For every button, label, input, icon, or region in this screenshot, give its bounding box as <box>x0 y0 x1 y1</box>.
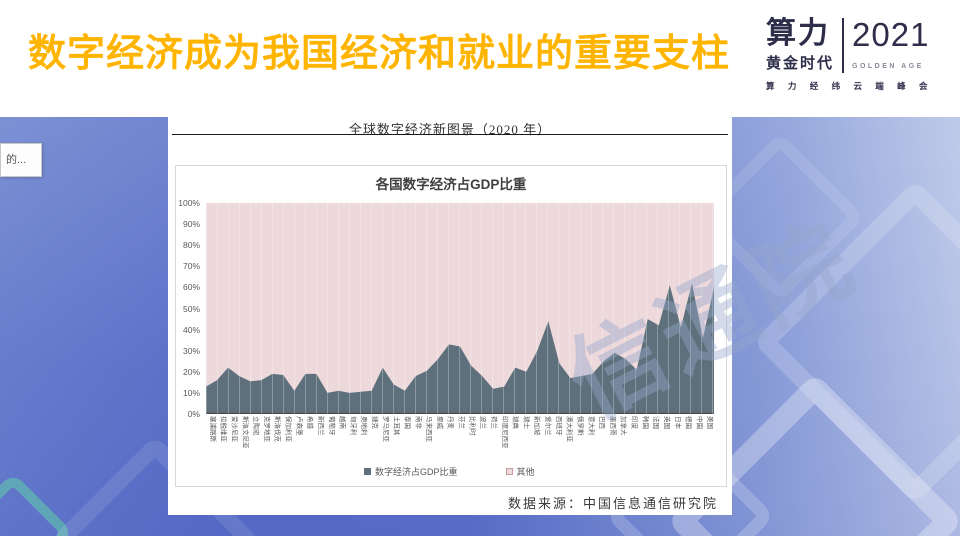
stray-tooltip-fragment: 的... <box>0 143 42 177</box>
x-tick-label: 立陶宛 <box>252 416 260 436</box>
x-tick-label: 墨西哥 <box>608 416 616 436</box>
x-axis: 塞浦路斯 拉脱维亚 爱沙尼亚 斯洛文尼亚 立陶宛 克罗地亚 斯洛伐克 保加利亚 卢森堡 希腊 新西兰… <box>206 416 714 472</box>
x-tick-label: 拉脱维亚 <box>219 416 227 442</box>
legend-item-other: 其他 <box>505 465 535 478</box>
y-tick-label: 0% <box>187 409 200 419</box>
x-tick-label: 保加利亚 <box>284 416 292 442</box>
x-tick-label: 卢森堡 <box>295 416 303 436</box>
y-tick-label: 80% <box>182 240 200 251</box>
x-tick-label: 匈牙利 <box>349 416 357 436</box>
x-tick-label: 斯洛伐克 <box>273 416 281 442</box>
legend-label-digital: 数字经济占GDP比重 <box>375 467 458 477</box>
x-tick-label: 捷克 <box>371 416 378 429</box>
x-tick-label: 葡萄牙 <box>327 416 335 436</box>
x-tick-label: 塞浦路斯 <box>208 416 216 442</box>
x-tick-label: 巴西 <box>598 416 606 429</box>
x-tick-label: 意大利 <box>587 416 595 436</box>
x-tick-label: 南非 <box>414 416 422 429</box>
x-tick-label: 丹麦 <box>446 416 454 429</box>
logo-left-block: 算力 黄金时代 <box>766 17 845 73</box>
y-tick-label: 100% <box>178 198 200 208</box>
x-tick-label: 新西兰 <box>316 416 324 436</box>
legend-swatch-digital <box>364 468 371 475</box>
data-source: 数据来源：中国信息通信研究院 <box>507 496 718 511</box>
x-tick-label: 比利时 <box>468 416 476 436</box>
x-tick-label: 罗马尼亚 <box>381 416 389 442</box>
x-tick-label: 英国 <box>662 416 670 429</box>
y-tick-label: 50% <box>182 303 200 314</box>
x-tick-label: 土耳其 <box>392 416 400 436</box>
plot-area <box>206 203 714 414</box>
y-tick-label: 60% <box>182 282 200 293</box>
x-tick-label: 瑞典 <box>511 416 519 429</box>
x-tick-label: 印度尼西亚 <box>500 416 508 449</box>
chart-panel: 各国数字经济占GDP比重 100% 90% 80% 70% 60% 50% 40% 30% 20… <box>175 165 727 487</box>
x-tick-label: 泰国 <box>403 416 411 429</box>
x-tick-label: 爱尔兰 <box>544 416 551 436</box>
x-tick-label: 日本 <box>673 416 681 429</box>
title-underline <box>172 134 728 135</box>
x-tick-label: 法国 <box>652 416 660 429</box>
area-chart <box>206 203 714 414</box>
y-tick-label: 90% <box>182 219 200 230</box>
x-tick-label: 澳大利亚 <box>565 416 573 442</box>
y-axis: 100% 90% 80% 70% 60% 50% 40% 30% 20% 10% 0% <box>176 166 203 488</box>
y-tick-label: 10% <box>182 387 200 398</box>
report-title: 全球数字经济新图景（2020 年） <box>348 122 552 137</box>
x-tick-label: 美国 <box>706 416 714 429</box>
x-tick-label: 克罗地亚 <box>262 416 270 442</box>
y-tick-label: 30% <box>182 345 200 356</box>
logo-brand-subtext: 黄金时代 <box>766 55 835 72</box>
logo-year-subtext: GOLDEN AGE <box>852 63 924 70</box>
logo-tagline: 算 力 经 纬 云 端 峰 会 <box>766 81 934 91</box>
slide-title: 数字经济成为我国经济和就业的重要支柱 <box>28 33 731 75</box>
x-tick-label: 希腊 <box>306 416 314 429</box>
x-tick-label: 俄罗斯 <box>576 416 584 436</box>
y-tick-label: 70% <box>182 261 200 272</box>
summit-logo: 算力 黄金时代 2021 GOLDEN AGE 算 力 经 纬 云 端 峰 会 <box>766 18 946 92</box>
x-tick-label: 芬兰 <box>457 416 465 429</box>
report-card: 全球数字经济新图景（2020 年） 各国数字经济占GDP比重 100% 90% 80… <box>168 117 732 515</box>
x-tick-label: 奥地利 <box>360 416 368 436</box>
chart-title: 各国数字经济占GDP比重 <box>375 177 527 192</box>
x-tick-label: 荷兰 <box>489 416 497 429</box>
x-tick-label: 新加坡 <box>533 416 541 436</box>
legend-item-digital: 数字经济占GDP比重 <box>364 465 458 478</box>
x-tick-label: 加拿大 <box>619 416 627 436</box>
x-tick-label: 瑞士 <box>522 416 530 429</box>
header: 数字经济成为我国经济和就业的重要支柱 算力 黄金时代 2021 GOLDEN A… <box>0 0 960 117</box>
y-tick-label: 20% <box>182 366 200 377</box>
legend-label-other: 其他 <box>516 467 535 477</box>
x-tick-label: 爱沙尼亚 <box>230 416 238 442</box>
chart-legend: 数字经济占GDP比重 其他 <box>176 465 728 478</box>
x-tick-label: 斯洛文尼亚 <box>241 416 249 449</box>
x-tick-label: 中国 <box>695 416 703 429</box>
x-tick-label: 挪威 <box>435 416 443 429</box>
x-tick-label: 印度 <box>630 416 638 429</box>
x-tick-label: 越南 <box>338 416 346 429</box>
series-digital-area <box>206 283 714 414</box>
logo-brand-text: 算力 <box>766 17 830 50</box>
x-tick-label: 波兰 <box>479 416 487 429</box>
y-tick-label: 40% <box>182 324 200 335</box>
x-tick-label: 马来西亚 <box>425 416 433 442</box>
x-tick-label: 西班牙 <box>554 416 562 436</box>
x-tick-label: 韩国 <box>641 416 649 429</box>
logo-right-block: 2021 GOLDEN AGE <box>844 18 929 73</box>
logo-year: 2021 <box>852 16 930 53</box>
x-tick-label: 德国 <box>684 416 692 429</box>
legend-swatch-other <box>505 468 513 475</box>
